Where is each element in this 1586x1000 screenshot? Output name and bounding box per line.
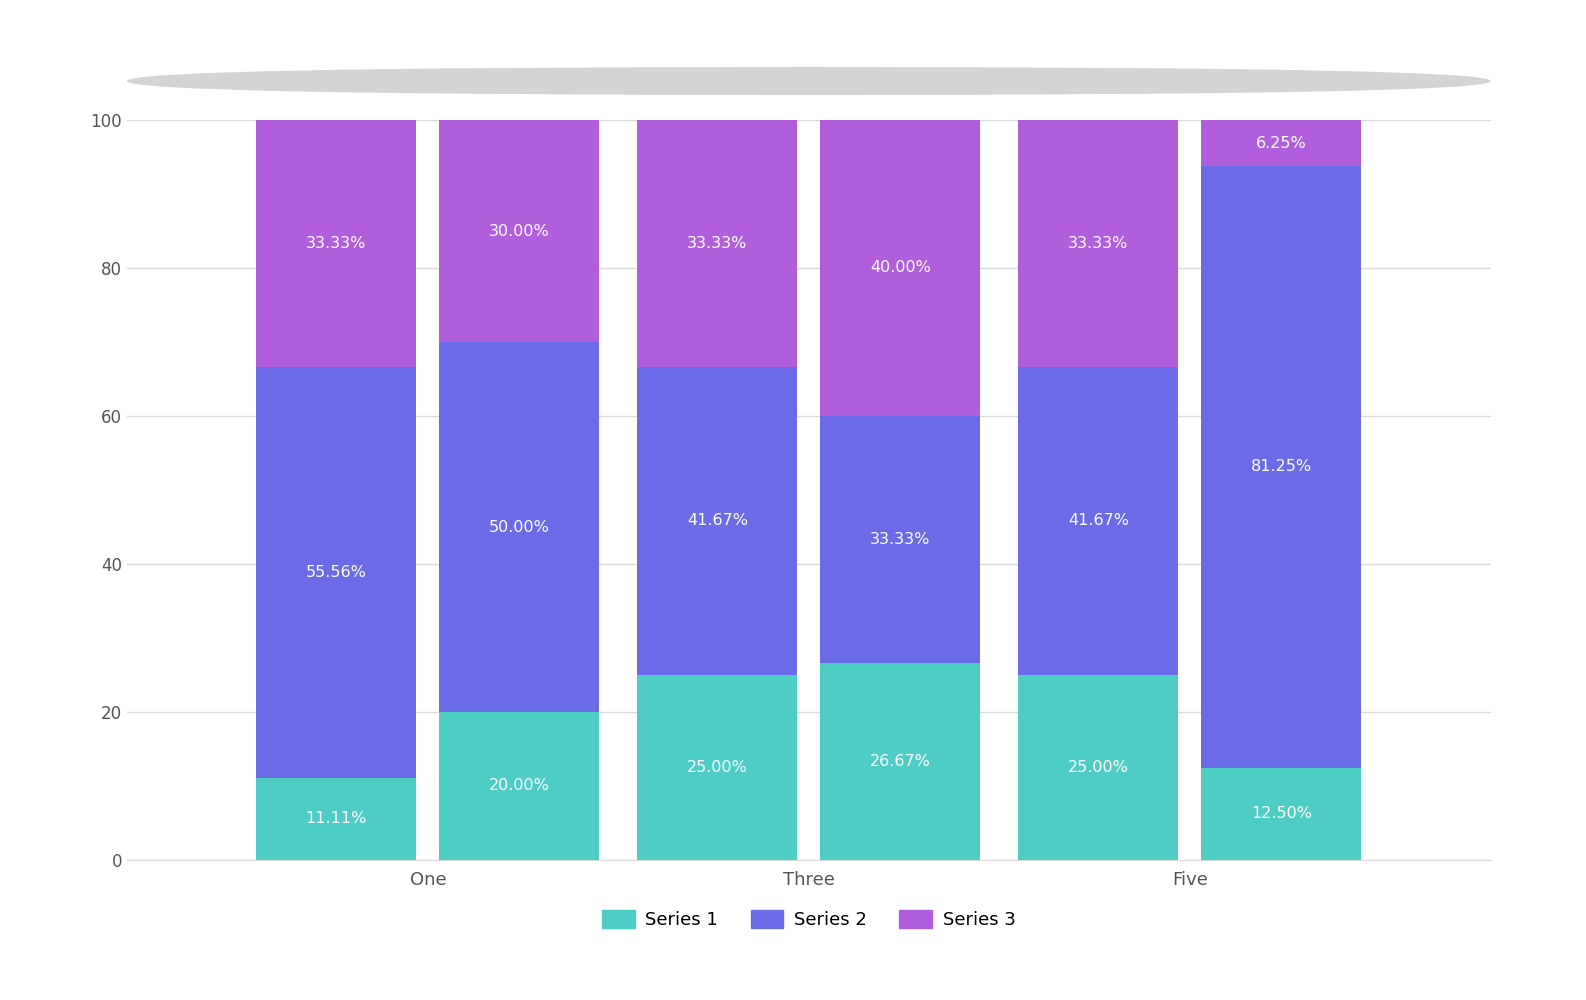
FancyBboxPatch shape xyxy=(127,67,1491,95)
Bar xyxy=(1201,166,1361,768)
Bar xyxy=(1018,367,1178,675)
Bar xyxy=(820,416,980,663)
Text: 50.00%: 50.00% xyxy=(488,520,550,534)
Text: 25.00%: 25.00% xyxy=(687,760,749,775)
Text: 81.25%: 81.25% xyxy=(1251,459,1312,474)
Bar xyxy=(439,342,600,712)
Text: 41.67%: 41.67% xyxy=(1067,513,1129,528)
Text: 41.67%: 41.67% xyxy=(687,513,749,528)
Text: 12.50%: 12.50% xyxy=(1251,806,1312,821)
Text: 20.00%: 20.00% xyxy=(488,778,550,794)
Text: 26.67%: 26.67% xyxy=(869,754,931,769)
Bar xyxy=(439,120,600,342)
Bar xyxy=(1201,768,1361,860)
Text: 11.11%: 11.11% xyxy=(306,811,366,826)
Text: 55.56%: 55.56% xyxy=(306,565,366,580)
Text: 33.33%: 33.33% xyxy=(687,236,747,251)
Text: 33.33%: 33.33% xyxy=(306,236,366,251)
Text: 25.00%: 25.00% xyxy=(1067,760,1129,775)
Bar xyxy=(820,663,980,860)
Text: 33.33%: 33.33% xyxy=(1069,236,1129,251)
Text: 40.00%: 40.00% xyxy=(869,260,931,275)
Bar xyxy=(439,712,600,860)
Bar xyxy=(638,120,798,367)
Bar xyxy=(820,120,980,416)
Legend: Series 1, Series 2, Series 3: Series 1, Series 2, Series 3 xyxy=(595,902,1023,936)
Bar xyxy=(257,367,417,778)
Bar xyxy=(638,675,798,860)
Bar xyxy=(638,367,798,675)
Text: 33.33%: 33.33% xyxy=(871,532,931,547)
Text: 30.00%: 30.00% xyxy=(488,224,550,238)
Text: 6.25%: 6.25% xyxy=(1256,136,1307,151)
Bar xyxy=(1201,120,1361,166)
Bar xyxy=(257,120,417,367)
Bar xyxy=(1018,120,1178,367)
Bar xyxy=(257,778,417,860)
Bar xyxy=(1018,675,1178,860)
